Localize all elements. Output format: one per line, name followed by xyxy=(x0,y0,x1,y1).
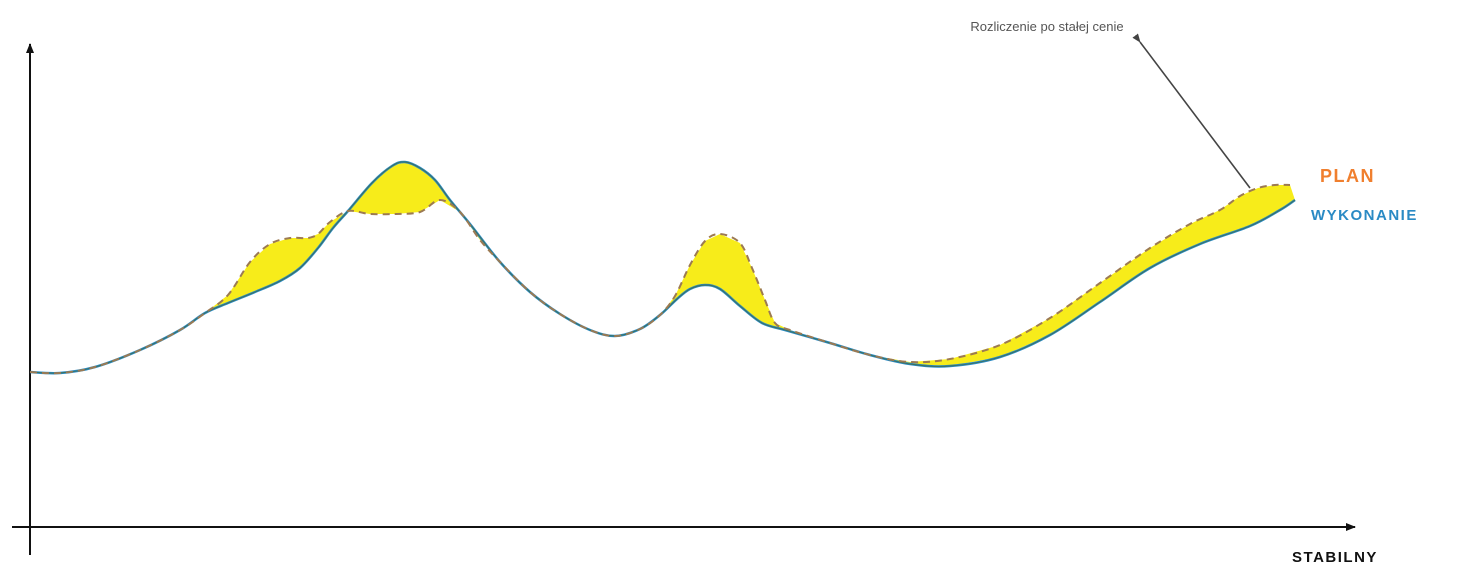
series-lines xyxy=(29,160,1296,375)
annotation-arrow xyxy=(1132,33,1251,189)
wykonanie-series-line-core xyxy=(29,161,1296,374)
x-axis-label: STABILNY xyxy=(1292,549,1378,566)
plan-vs-actual-difference-fill xyxy=(30,162,1295,373)
wykonanie-series-line xyxy=(29,160,1296,375)
annotation-label: Rozliczenie po stałej cenie xyxy=(970,19,1123,34)
plan-series-label: PLAN xyxy=(1320,166,1375,186)
difference-fill-group xyxy=(30,162,1295,373)
plan-series-line xyxy=(29,183,1291,375)
wykonanie-series-label: WYKONANIE xyxy=(1311,207,1418,224)
